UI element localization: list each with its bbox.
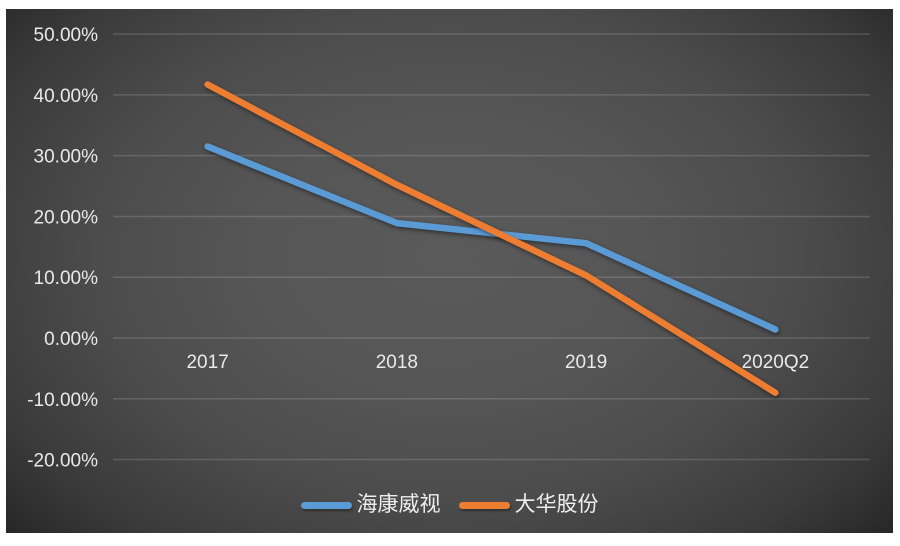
legend-item-dahua: 大华股份	[458, 493, 599, 517]
y-axis-tick-label: -20.00%	[27, 451, 98, 472]
legend-item-hikvision: 海康威视	[300, 493, 441, 517]
y-axis-tick-label: 50.00%	[34, 25, 99, 46]
x-axis-label: 2020Q2	[742, 352, 810, 373]
growth-line-chart: 50.00% 40.00% 30.00% 20.00% 10.00% 0.00% -10.0…	[6, 9, 893, 533]
y-axis-tick-label: 40.00%	[34, 86, 99, 107]
hikvision-legend-swatch	[300, 501, 352, 509]
chart-legend: 海康威视 大华股份	[6, 493, 893, 517]
y-axis-tick-label: 20.00%	[34, 207, 99, 228]
hikvision-line	[204, 143, 779, 333]
dahua-legend-label: 大华股份	[514, 493, 599, 516]
dahua-line	[204, 81, 779, 396]
plot-area: 50.00% 40.00% 30.00% 20.00% 10.00% 0.00% -10.0…	[27, 25, 870, 472]
y-axis-tick-label: 30.00%	[34, 147, 99, 168]
x-axis-label: 2017	[186, 352, 228, 373]
hikvision-legend-label: 海康威视	[356, 493, 441, 516]
y-axis-tick-label: -10.00%	[27, 390, 98, 411]
y-axis-tick-label: 10.00%	[34, 268, 99, 289]
x-axis-label: 2019	[565, 352, 607, 373]
dahua-legend-swatch	[458, 501, 510, 509]
y-axis-tick-label: 0.00%	[44, 329, 98, 350]
x-axis-label: 2018	[376, 352, 418, 373]
